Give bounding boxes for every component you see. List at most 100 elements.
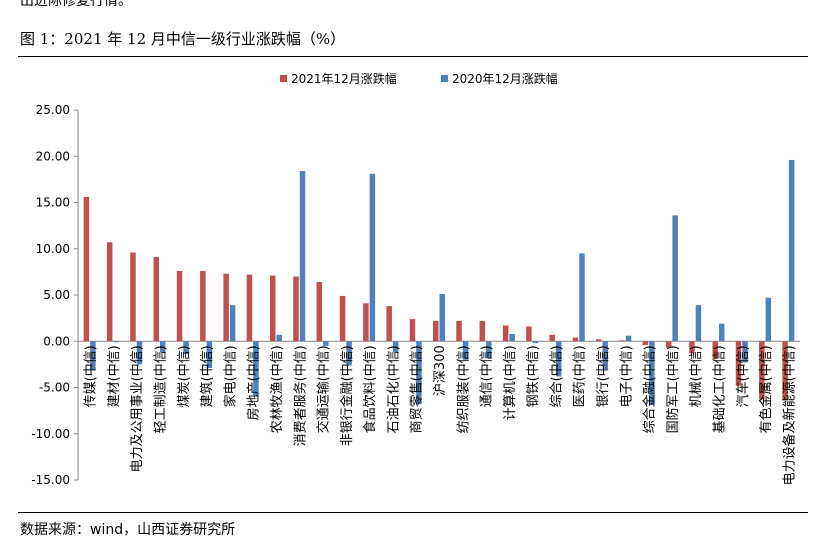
- bar-2020-29: [765, 297, 772, 342]
- bar-2020-6: [229, 305, 236, 342]
- bar-2021-12: [363, 303, 369, 342]
- x-category-label: 沪深300: [432, 345, 448, 396]
- bar-2020-2: [136, 341, 143, 365]
- bar-2021-0: [83, 196, 90, 342]
- bar-2020-0: [90, 341, 96, 370]
- bar-2020-18: [509, 333, 515, 342]
- bar-2021-26: [689, 341, 695, 354]
- x-category-label: 通信(中信): [480, 345, 495, 407]
- bar-2021-22: [596, 339, 602, 342]
- chart-legend: 2021年12月涨跌幅 2020年12月涨跌幅: [280, 71, 558, 86]
- bar-2021-17: [479, 320, 486, 342]
- bar-2021-9: [293, 276, 299, 342]
- bar-2020-27: [718, 323, 725, 342]
- bar-2021-15: [433, 320, 439, 342]
- bar-2020-19: [532, 341, 539, 344]
- x-category-label: 钢铁(中信): [526, 345, 541, 407]
- bar-2021-18: [502, 325, 509, 342]
- x-category-label: 电子(中信): [619, 345, 634, 407]
- x-category-label: 房地产(中信): [246, 345, 262, 420]
- preceding-paragraph-text: 出进际修复行情。: [20, 0, 132, 9]
- bar-2021-14: [409, 319, 416, 342]
- x-category-label: 农林牧渔(中信): [270, 345, 285, 433]
- bar-2021-23: [619, 340, 625, 342]
- source-note: 数据来源：wind，山西证券研究所: [20, 522, 236, 538]
- bar-2021-27: [712, 341, 718, 359]
- x-category-label: 商贸零售(中信): [409, 345, 425, 433]
- bar-2020-22: [602, 341, 609, 369]
- x-category-label: 电力及公用事业(中信): [130, 345, 145, 472]
- x-category-label: 银行(中信): [596, 345, 611, 407]
- y-tick-label: -15.00: [31, 473, 70, 487]
- bar-2021-11: [339, 295, 346, 342]
- x-category-label: 家电(中信): [222, 345, 238, 407]
- bar-2020-1: [113, 341, 119, 343]
- x-category-label: 石油石化(中信): [386, 345, 401, 433]
- bar-2021-16: [456, 320, 462, 342]
- bar-2020-26: [695, 305, 702, 342]
- bar-2021-5: [200, 270, 206, 342]
- x-axis-labels: 传媒(中信) 建材(中信) 电力及公用事业(中信) 轻工制造(中信) 煤炭(中信) 建筑(…: [84, 345, 798, 485]
- bar-2020-30: [788, 159, 795, 342]
- bar-2020-20: [555, 341, 562, 377]
- bar-2021-28: [735, 341, 742, 386]
- bar-2020-17: [486, 341, 492, 358]
- bar-2021-3: [153, 257, 160, 342]
- legend-label: 2021年12月涨跌幅: [291, 71, 397, 86]
- x-category-label: 纺织服装(中信): [456, 345, 471, 433]
- y-tick-label: -10.00: [31, 427, 70, 441]
- bottom-divider: [18, 512, 808, 513]
- x-category-label: 非银行金融(中信): [339, 345, 355, 446]
- bar-2020-9: [299, 171, 306, 342]
- bar-2020-14: [416, 341, 422, 405]
- y-tick-label: -5.00: [39, 381, 70, 395]
- bar-2021-19: [526, 326, 532, 342]
- x-category-label: 汽车(中信): [735, 345, 751, 407]
- x-category-label: 建筑(中信): [199, 345, 215, 407]
- legend-swatch: [280, 75, 287, 82]
- bar-2021-30: [782, 341, 788, 401]
- bar-2021-21: [572, 337, 579, 342]
- bar-2021-2: [130, 252, 136, 342]
- bar-2021-6: [223, 273, 229, 342]
- x-category-label: 综合金融(中信): [642, 345, 658, 433]
- bar-2020-12: [369, 173, 376, 342]
- x-category-label: 计算机(中信): [503, 345, 518, 420]
- bar-2021-25: [665, 341, 672, 348]
- bar-2021-24: [642, 341, 649, 345]
- x-category-label: 煤炭(中信): [177, 345, 192, 407]
- x-category-label: 基础化工(中信): [712, 345, 727, 433]
- bar-2020-23: [625, 335, 632, 342]
- x-category-label: 医药(中信): [573, 345, 588, 407]
- bar-2021-13: [386, 306, 392, 342]
- x-category-label: 机械(中信): [689, 345, 704, 407]
- bar-2020-3: [160, 341, 166, 353]
- y-tick-label: 15.00: [36, 196, 70, 210]
- bar-2020-4: [183, 341, 189, 355]
- x-category-label: 建材(中信): [107, 345, 122, 407]
- bar-2020-11: [346, 341, 352, 366]
- y-tick-label: 0.00: [43, 334, 70, 348]
- bar-2020-28: [742, 341, 748, 363]
- bar-2021-10: [316, 282, 323, 342]
- bar-2021-29: [759, 341, 765, 400]
- x-category-label: 轻工制造(中信): [154, 345, 169, 433]
- y-tick-label: 10.00: [36, 242, 70, 256]
- y-tick-label: 5.00: [43, 288, 70, 302]
- x-category-label: 有色金属(中信): [758, 345, 774, 433]
- bar-2021-4: [176, 270, 183, 342]
- legend-label: 2020年12月涨跌幅: [452, 71, 558, 86]
- x-category-label: 电力设备及新能源(中信): [781, 345, 797, 485]
- bar-2021-8: [269, 275, 276, 342]
- bar-2020-15: [439, 294, 445, 342]
- bar-2020-10: [323, 341, 329, 346]
- bar-chart: 2021年12月涨跌幅 2020年12月涨跌幅 25.00 20.00 15.00 10…: [31, 71, 800, 487]
- bar-2020-25: [672, 215, 678, 342]
- bar-2020-21: [579, 253, 585, 342]
- bar-2021-7: [246, 274, 253, 342]
- x-category-label: 食品饮料(中信): [362, 345, 378, 433]
- x-category-label: 综合(中信): [549, 345, 564, 407]
- x-category-label: 国防军工(中信): [665, 345, 681, 433]
- bar-2020-24: [649, 341, 655, 406]
- figure-title: 图 1：2021 年 12 月中信一级行业涨跌幅（%）: [20, 30, 346, 48]
